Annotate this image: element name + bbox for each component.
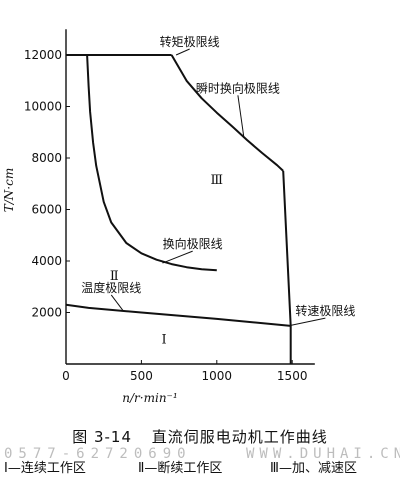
annotation-leader [175,48,190,56]
curve-annotation: 换向极限线 [163,236,223,251]
working-curve-chart: 0 500 1000 1500 2000 4000 6000 8000 10000 12000 n/… [2,29,355,405]
watermark-phone: 0577-62720690 [4,446,192,462]
curve-annotation: 瞬时换向极限线 [196,80,280,95]
x-axis-title: n/r·min⁻¹ [122,391,177,405]
watermark-site: WWW.DUHAI.CN [246,446,400,462]
note-intermittent-zone: Ⅱ—断续工作区 [138,461,223,476]
y-tick-label: 10000 [24,100,62,114]
limit-curve [65,303,291,327]
figure-title: 直流伺服电动机工作曲线 [151,428,328,446]
y-tick-label: 8000 [31,151,62,165]
region-label: Ⅰ [161,332,166,347]
x-tick-label: 0 [62,369,70,383]
annotation-leader [110,294,124,312]
figure-number: 图 3-14 [72,428,132,446]
region-label: Ⅲ [211,173,224,188]
figure-caption: 图 3-14 直流伺服电动机工作曲线 [0,426,400,447]
region-label: Ⅱ [110,269,119,284]
annotation-leader [162,250,193,264]
limit-curve [86,54,217,272]
note-accel-decel-zone: Ⅲ—加、减速区 [270,461,357,476]
curve-annotation: 转矩极限线 [160,34,220,49]
annotation-leader [290,317,326,326]
x-tick-label: 1000 [202,369,233,383]
limit-curve [170,54,284,172]
x-tick-label: 1500 [277,369,308,383]
y-tick-label: 2000 [31,306,62,320]
curve-annotation: 温度极限线 [81,280,141,295]
x-tick-label: 500 [130,369,153,383]
y-axis-title: T/N·cm [2,168,16,212]
note-continuous-zone: Ⅰ—连续工作区 [4,461,86,476]
curve-annotation: 转速极限线 [295,303,355,318]
annotation-leader [237,95,245,138]
region-legend-notes: Ⅰ—连续工作区 Ⅱ—断续工作区 Ⅲ—加、减速区 [0,457,400,477]
y-tick-label: 6000 [31,203,62,217]
limit-curve [282,170,292,364]
y-tick-label: 4000 [31,254,62,268]
y-tick-label: 12000 [24,48,62,62]
